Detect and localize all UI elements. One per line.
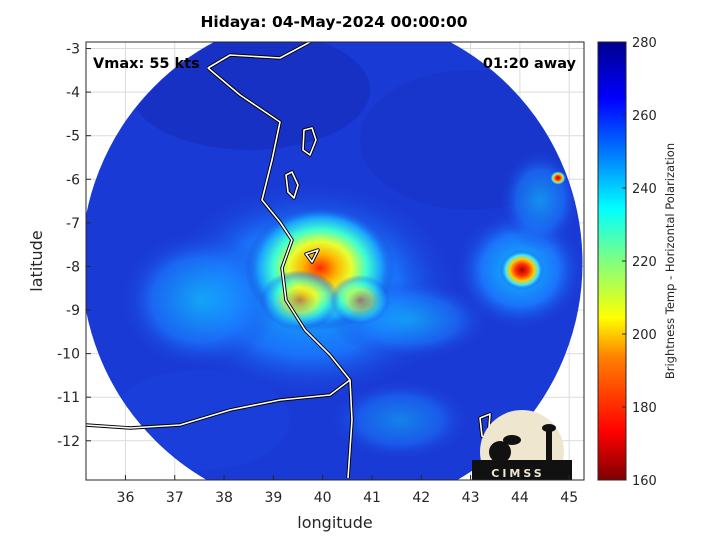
y-tick-label: -7 xyxy=(66,216,80,232)
time-away-label: 01:20 away xyxy=(483,56,577,72)
colorbar-tick-label: 200 xyxy=(632,328,657,343)
brightness-temperature-swath xyxy=(86,42,582,480)
colorbar-tick-labels: 160 180 200 220 240 260 280 xyxy=(622,36,657,489)
cimss-logo-text: CIMSS xyxy=(491,467,544,480)
y-tick-label: -3 xyxy=(66,42,80,58)
colorbar-tick-label: 180 xyxy=(632,401,657,416)
y-tick-label: -8 xyxy=(66,259,80,275)
colorbar-tick-label: 240 xyxy=(632,182,657,197)
x-tick-label: 40 xyxy=(314,490,332,506)
y-tick-label: -10 xyxy=(57,347,80,363)
map-title: Hidaya: 04-May-2024 00:00:00 xyxy=(200,13,468,31)
axes-frame xyxy=(85,41,585,481)
y-tick-label: -6 xyxy=(66,172,80,188)
x-tick-labels: 36 37 38 39 40 41 42 43 44 45 xyxy=(117,475,578,506)
y-tick-label: -11 xyxy=(57,390,80,406)
x-tick-label: 44 xyxy=(511,490,529,506)
y-tick-label: -12 xyxy=(57,434,80,450)
vmax-label: Vmax: 55 kts xyxy=(93,56,200,72)
x-tick-label: 38 xyxy=(215,490,233,506)
y-tick-labels: -3 -4 -5 -6 -7 -8 -9 -10 -11 -12 xyxy=(57,42,91,450)
colorbar-tick-label: 280 xyxy=(632,36,657,51)
x-tick-label: 41 xyxy=(363,490,381,506)
colorbar xyxy=(597,41,627,481)
y-axis-label: latitude xyxy=(27,230,46,291)
colorbar-tick-label: 160 xyxy=(632,474,657,489)
y-tick-label: -4 xyxy=(66,85,80,101)
colorbar-label: Brightness Temp - Horizontal Polarizatio… xyxy=(663,143,677,379)
x-tick-label: 37 xyxy=(166,490,184,506)
y-tick-label: -5 xyxy=(66,129,80,145)
x-tick-label: 42 xyxy=(412,490,430,506)
y-tick-label: -9 xyxy=(66,303,80,319)
x-tick-label: 43 xyxy=(462,490,480,506)
cimss-logo: CIMSS xyxy=(472,410,572,480)
colorbar-tick-label: 260 xyxy=(632,109,657,124)
x-tick-label: 36 xyxy=(117,490,135,506)
x-tick-label: 39 xyxy=(264,490,282,506)
colorbar-tick-label: 220 xyxy=(632,255,657,270)
x-axis-label: longitude xyxy=(297,513,372,532)
x-tick-label: 45 xyxy=(560,490,578,506)
